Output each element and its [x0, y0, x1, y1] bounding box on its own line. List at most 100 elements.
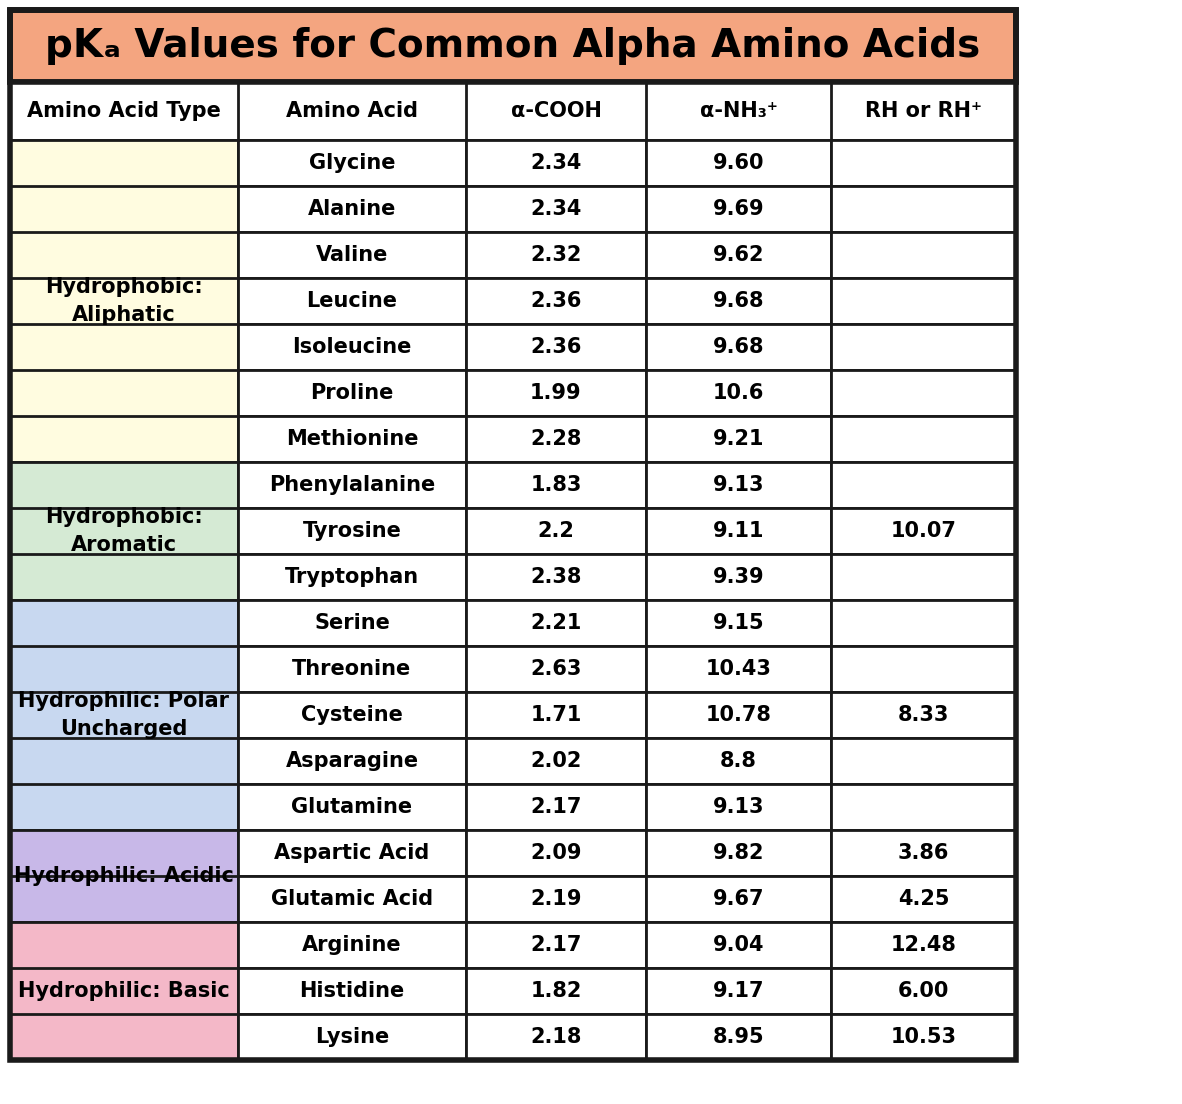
Bar [9, 82, 1017, 140]
Text: 2.09: 2.09 [531, 843, 582, 863]
Text: 2.36: 2.36 [531, 337, 582, 357]
Text: 2.34: 2.34 [531, 199, 582, 219]
Bar [647, 737, 831, 784]
Bar [831, 278, 1017, 323]
Bar [466, 646, 647, 692]
Bar [831, 323, 1017, 370]
Text: 9.04: 9.04 [713, 935, 765, 955]
Bar [466, 830, 647, 875]
Text: Proline: Proline [311, 383, 394, 403]
Bar [647, 784, 831, 830]
Text: Tyrosine: Tyrosine [303, 521, 402, 541]
Text: Glutamic Acid: Glutamic Acid [271, 889, 433, 909]
Text: Isoleucine: Isoleucine [292, 337, 411, 357]
Bar [647, 968, 831, 1013]
Bar [831, 232, 1017, 278]
Text: Histidine: Histidine [299, 981, 404, 1001]
Bar [466, 968, 647, 1013]
Bar [466, 370, 647, 416]
Text: 8.8: 8.8 [720, 751, 756, 771]
Bar [647, 185, 831, 232]
Text: RH or RH⁺: RH or RH⁺ [865, 100, 982, 121]
Bar [9, 461, 238, 599]
Bar [647, 875, 831, 922]
Bar [831, 922, 1017, 968]
Bar [466, 599, 647, 646]
Text: 1.71: 1.71 [531, 705, 582, 725]
Bar [238, 554, 466, 599]
Text: 9.62: 9.62 [713, 245, 765, 265]
Text: Methionine: Methionine [286, 429, 418, 449]
Text: 2.34: 2.34 [531, 153, 582, 173]
Bar [9, 599, 238, 830]
Bar [238, 1013, 466, 1060]
Text: α-NH₃⁺: α-NH₃⁺ [700, 100, 778, 121]
Bar [647, 370, 831, 416]
Bar [9, 140, 238, 461]
Bar [466, 508, 647, 554]
Text: Lysine: Lysine [314, 1027, 389, 1047]
Bar [466, 692, 647, 737]
Text: 1.83: 1.83 [531, 475, 582, 495]
Bar [831, 599, 1017, 646]
Text: 2.18: 2.18 [531, 1027, 582, 1047]
Text: Serine: Serine [314, 613, 390, 633]
Text: 9.11: 9.11 [713, 521, 765, 541]
Text: 9.21: 9.21 [713, 429, 765, 449]
Bar [831, 737, 1017, 784]
Text: 1.99: 1.99 [531, 383, 582, 403]
Text: Valine: Valine [316, 245, 388, 265]
Text: 9.69: 9.69 [713, 199, 765, 219]
Bar [647, 1013, 831, 1060]
Text: 2.38: 2.38 [531, 567, 582, 587]
Bar [238, 323, 466, 370]
Bar [9, 10, 1017, 82]
Bar [466, 416, 647, 461]
Text: 9.17: 9.17 [713, 981, 765, 1001]
Bar [238, 416, 466, 461]
Bar [831, 140, 1017, 185]
Text: 9.13: 9.13 [713, 797, 765, 817]
Text: 2.17: 2.17 [531, 797, 582, 817]
Bar [466, 1013, 647, 1060]
Text: Asparagine: Asparagine [285, 751, 418, 771]
Text: 9.67: 9.67 [713, 889, 765, 909]
Bar [466, 323, 647, 370]
Text: Hydrophilic: Acidic: Hydrophilic: Acidic [14, 866, 234, 887]
Bar [238, 968, 466, 1013]
Text: 2.17: 2.17 [531, 935, 582, 955]
Bar [466, 737, 647, 784]
Bar [238, 278, 466, 323]
Bar [831, 508, 1017, 554]
Bar [647, 140, 831, 185]
Text: 2.32: 2.32 [531, 245, 582, 265]
Text: Phenylalanine: Phenylalanine [268, 475, 435, 495]
Bar [238, 599, 466, 646]
Text: 2.36: 2.36 [531, 291, 582, 311]
Text: 6.00: 6.00 [898, 981, 949, 1001]
Text: Tryptophan: Tryptophan [285, 567, 420, 587]
Bar [831, 875, 1017, 922]
Bar [238, 232, 466, 278]
Bar [466, 461, 647, 508]
Text: Arginine: Arginine [303, 935, 402, 955]
Text: Aspartic Acid: Aspartic Acid [274, 843, 429, 863]
Text: 8.95: 8.95 [713, 1027, 765, 1047]
Text: Hydrophobic:
Aliphatic: Hydrophobic: Aliphatic [45, 277, 203, 325]
Text: 10.43: 10.43 [706, 659, 772, 679]
Bar [647, 508, 831, 554]
Text: Amino Acid: Amino Acid [286, 100, 418, 121]
Bar [831, 968, 1017, 1013]
Bar [238, 185, 466, 232]
Bar [831, 646, 1017, 692]
Text: Hydrophobic:
Aromatic: Hydrophobic: Aromatic [45, 507, 203, 555]
Text: 3.86: 3.86 [898, 843, 949, 863]
Bar [238, 784, 466, 830]
Text: 2.2: 2.2 [538, 521, 574, 541]
Bar [466, 554, 647, 599]
Text: 9.82: 9.82 [713, 843, 765, 863]
Bar [647, 461, 831, 508]
Text: Cysteine: Cysteine [301, 705, 403, 725]
Bar [466, 232, 647, 278]
Text: Leucine: Leucine [306, 291, 397, 311]
